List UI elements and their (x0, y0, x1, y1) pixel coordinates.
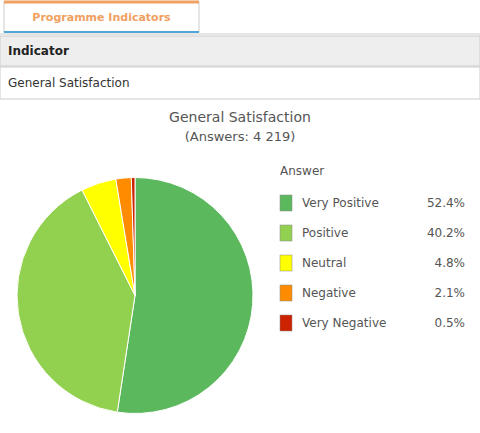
indicator-row (0, 36, 480, 66)
legend-label: Very Positive (302, 196, 379, 210)
title: General Satisfaction (169, 109, 311, 125)
subtitle: (Answers: 4 219) (185, 129, 296, 144)
legend-value: 52.4% (427, 196, 465, 210)
legend-label: Neutral (302, 256, 346, 270)
legend-swatch (280, 255, 292, 271)
legend-label: Negative (302, 286, 356, 300)
legend-value: 4.8% (435, 256, 466, 270)
legend-swatch (280, 225, 292, 241)
legend-item: Negative 2.1% (280, 285, 465, 301)
slice (116, 178, 135, 296)
legend-label: Very Negative (302, 316, 386, 330)
indicator-value: General Satisfaction (8, 76, 130, 90)
legend-item: Very Negative 0.5% (280, 315, 465, 331)
legend-label: Positive (302, 226, 348, 240)
legend-value: 0.5% (435, 316, 466, 330)
indicator-value-row (0, 67, 480, 99)
slice (117, 178, 253, 414)
tab (4, 2, 199, 32)
header: Programme Indicators Indicator General Sat… (0, 2, 480, 99)
legend-title: Answer (280, 164, 324, 178)
legend-item: Neutral 4.8% (280, 255, 465, 271)
tab-top (4, 1, 199, 4)
legend-value: 2.1% (435, 286, 466, 300)
legend-swatch (280, 195, 292, 211)
divider (0, 34, 480, 35)
chart: Programme Indicators Indicator General Sat… (0, 0, 480, 433)
tab-bottom (4, 31, 199, 33)
legend-swatch (280, 315, 292, 331)
legend-item: Very Positive 52.4% (280, 195, 465, 211)
pie (17, 178, 253, 414)
legend-item: Positive 40.2% (280, 225, 465, 241)
legend-value: 40.2% (427, 226, 465, 240)
indicator-label: Indicator (8, 44, 69, 58)
legend-swatch (280, 285, 292, 301)
slice (131, 178, 135, 296)
legend: Answer Very Positive 52.4% Positive 40.2% Neu… (280, 164, 465, 331)
tab-label: Programme Indicators (32, 11, 171, 24)
